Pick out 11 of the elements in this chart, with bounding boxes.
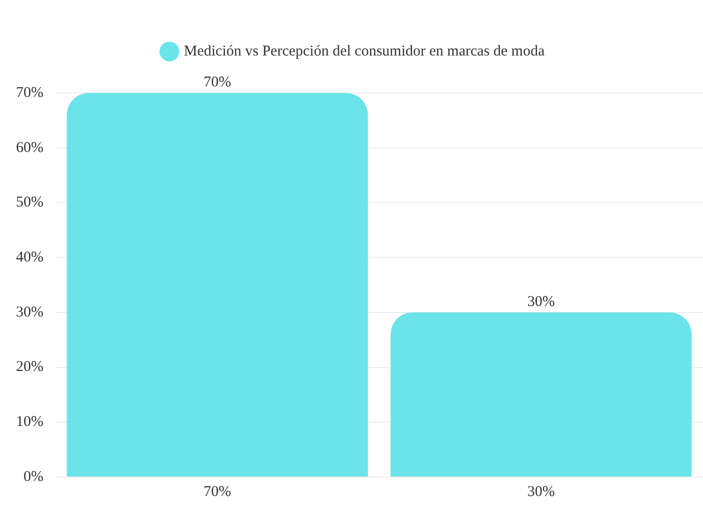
y-tick-label: 70%	[16, 84, 44, 101]
y-tick-label: 30%	[16, 304, 44, 320]
y-tick-label: 40%	[16, 250, 44, 266]
y-tick-label: 50%	[16, 194, 44, 211]
y-tick-label: 10%	[16, 414, 44, 430]
legend-label: Medición vs Percepción del consumidor en marcas de moda	[184, 43, 545, 60]
data-label: 30%	[527, 294, 555, 310]
y-tick-label: 60%	[16, 140, 44, 156]
data-label: 70%	[204, 74, 232, 90]
y-tick-label: 0%	[23, 468, 44, 485]
y-tick-label: 20%	[16, 359, 44, 376]
